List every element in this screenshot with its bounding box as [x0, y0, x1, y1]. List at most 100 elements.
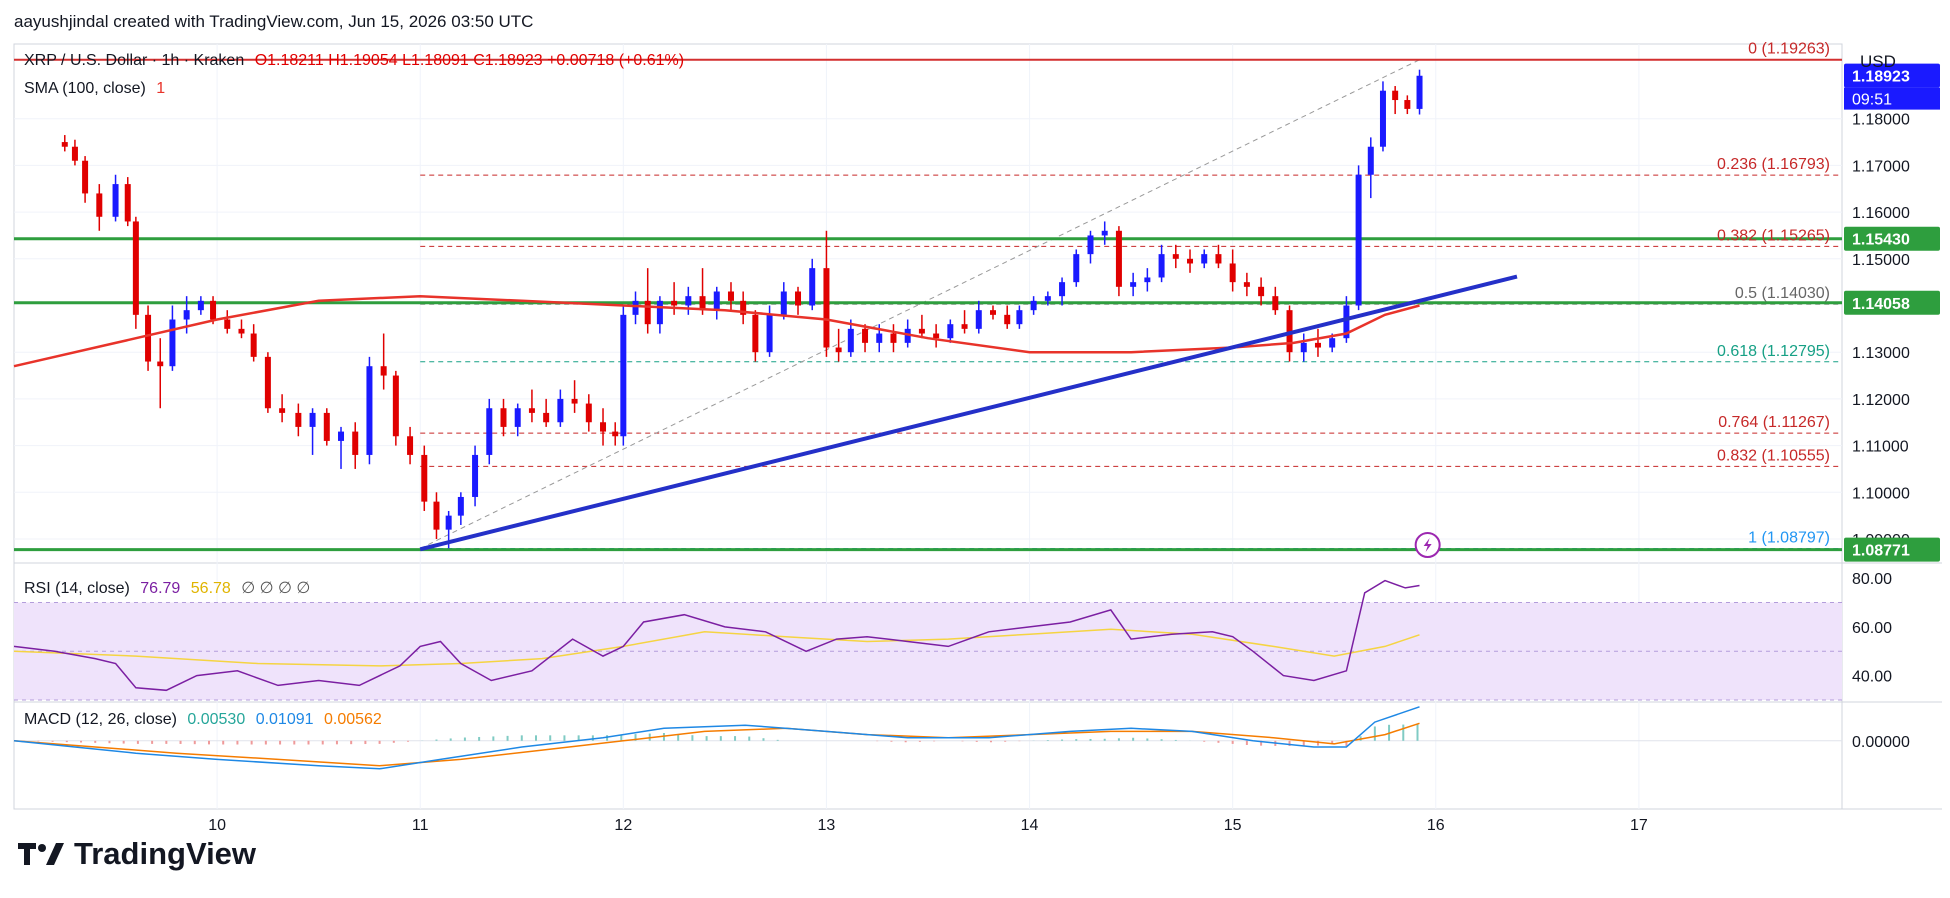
- bear-candle: [145, 305, 152, 371]
- candle-body: [1172, 254, 1179, 259]
- bear-candle: [740, 291, 747, 325]
- candle-body: [1201, 254, 1208, 264]
- bear-candle: [671, 282, 678, 315]
- candle-body: [671, 300, 678, 306]
- candle-body: [1187, 258, 1194, 264]
- candle-body: [1229, 263, 1236, 283]
- rsi-tick-label: 60.00: [1852, 620, 1892, 637]
- candle-body: [1392, 90, 1399, 101]
- macd-signal-value: 0.00562: [323, 711, 382, 728]
- candle-body: [1379, 90, 1386, 147]
- candle-body: [557, 398, 564, 423]
- price-axis: 1.18000 1.17000 1.16000 1.15000 1.13000 1.120…: [208, 63, 1940, 834]
- bear-candle: [421, 445, 428, 511]
- time-tick-label: 15: [1224, 817, 1242, 834]
- candle-body: [727, 291, 734, 301]
- grid: [14, 44, 1842, 809]
- currency-label[interactable]: USD: [1860, 52, 1896, 71]
- price-tick-label: 1.15000: [1852, 252, 1910, 269]
- bear-candle: [380, 333, 387, 390]
- candle-body: [82, 160, 89, 194]
- candle-body: [250, 333, 257, 357]
- candle-body: [961, 324, 968, 329]
- bear-candle: [823, 230, 830, 357]
- candle-body: [740, 300, 747, 315]
- candle-body: [1215, 254, 1222, 264]
- candle-body: [1073, 254, 1080, 283]
- candle-body: [1030, 300, 1037, 311]
- lightning-icon-bolt: [1423, 538, 1432, 552]
- candle-body: [795, 291, 802, 306]
- candle-body: [1115, 230, 1122, 287]
- sma-line: [13, 294, 1420, 368]
- candle-body: [1314, 342, 1321, 348]
- bull-candle: [309, 408, 316, 455]
- bull-candle: [1367, 137, 1374, 199]
- candle-body: [713, 291, 720, 311]
- bear-candle: [1187, 249, 1194, 273]
- rsi-legend[interactable]: RSI (14, close) 76.79 56.78 ∅ ∅ ∅ ∅: [24, 578, 316, 598]
- candle-body: [96, 193, 103, 217]
- time-tick-label: 10: [208, 817, 226, 834]
- price-tick-label: 1.11000: [1852, 439, 1909, 456]
- bear-candle: [224, 310, 231, 334]
- bull-candle: [1044, 291, 1051, 306]
- bear-candle: [644, 268, 651, 334]
- time-tick-label: 11: [412, 817, 429, 834]
- price-label-text: 1.08771: [1852, 543, 1910, 560]
- candle-body: [157, 361, 164, 367]
- bull-candle: [197, 296, 204, 315]
- bull-candle: [457, 492, 464, 525]
- candle-body: [585, 403, 592, 423]
- bull-candle: [632, 291, 639, 325]
- candle-body: [1404, 100, 1411, 109]
- candle-body: [197, 300, 204, 311]
- symbol-title[interactable]: XRP / U.S. Dollar · 1h · Kraken: [24, 52, 245, 69]
- candle-body: [1087, 235, 1094, 255]
- bull-candle: [169, 305, 176, 371]
- bear-candle: [1258, 277, 1265, 306]
- candle-body: [264, 356, 271, 409]
- bull-candle: [366, 356, 373, 465]
- fib-level-label: 0.5 (1.14030): [1735, 285, 1830, 302]
- countdown-text: 09:51: [1852, 92, 1892, 109]
- candle-body: [352, 431, 359, 455]
- bull-candle: [1059, 277, 1066, 306]
- bear-candle: [392, 370, 399, 446]
- tradingview-wordmark: TradingView: [74, 836, 257, 871]
- candle-body: [1272, 296, 1279, 311]
- price-tick-label: 1.18000: [1852, 112, 1910, 129]
- ohlc-values: O1.18211 H1.19054 L1.18091 C1.18923 +0.0…: [254, 52, 685, 69]
- candle-body: [124, 184, 131, 222]
- bear-candle: [61, 135, 68, 152]
- candle-body: [862, 328, 869, 343]
- bull-candle: [975, 300, 982, 334]
- lightning-icon: [1414, 532, 1441, 558]
- bull-candle: [620, 305, 627, 446]
- fib-level-label: 0.382 (1.15265): [1717, 227, 1830, 244]
- price-label: 1.15430: [1844, 226, 1940, 251]
- attribution: aayushjindal created with TradingView.co…: [14, 12, 534, 31]
- bear-candle: [795, 286, 802, 315]
- macd-legend[interactable]: MACD (12, 26, close) 0.00530 0.01091 0.0…: [24, 711, 388, 729]
- bull-candle: [1087, 230, 1094, 264]
- candle-body: [1355, 174, 1362, 306]
- time-tick-label: 14: [1021, 817, 1039, 834]
- bear-candle: [1115, 226, 1122, 297]
- fib-level-label: 0.236 (1.16793): [1717, 156, 1830, 173]
- candle-body: [514, 408, 521, 427]
- price-label: 1.08771: [1844, 537, 1940, 562]
- candle-body: [823, 268, 830, 348]
- bull-candle: [1144, 268, 1151, 292]
- bear-candle: [157, 338, 164, 409]
- candle-body: [210, 300, 217, 320]
- candle-body: [500, 408, 507, 427]
- candle-body: [620, 314, 627, 437]
- bear-candle: [543, 398, 550, 427]
- rsi-value: 76.79: [140, 580, 181, 597]
- bear-candle: [752, 310, 759, 362]
- bull-candle: [557, 389, 564, 427]
- candle-body: [145, 314, 152, 362]
- sma-legend[interactable]: SMA (100, close) 1: [24, 80, 171, 98]
